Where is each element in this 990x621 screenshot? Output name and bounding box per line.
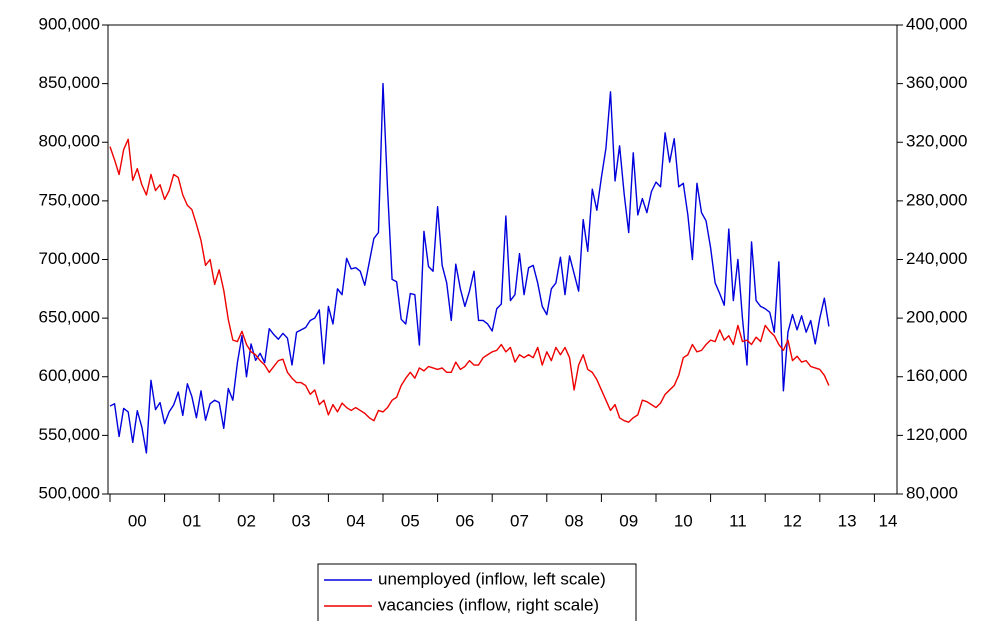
y-tick-label: 650,000 bbox=[39, 308, 100, 327]
x-tick-label: 14 bbox=[879, 511, 898, 530]
y2-tick-label: 120,000 bbox=[906, 425, 967, 444]
x-tick-label: 09 bbox=[619, 511, 638, 530]
y2-tick-label: 240,000 bbox=[906, 249, 967, 268]
y-tick-label: 850,000 bbox=[39, 73, 100, 92]
legend-label: unemployed (inflow, left scale) bbox=[378, 569, 606, 588]
x-tick-label: 01 bbox=[182, 511, 201, 530]
x-tick-label: 04 bbox=[346, 511, 365, 530]
x-tick-label: 07 bbox=[510, 511, 529, 530]
y-tick-label: 900,000 bbox=[39, 14, 100, 33]
legend-box bbox=[317, 563, 637, 621]
y2-tick-label: 200,000 bbox=[906, 308, 967, 327]
y2-tick-label: 400,000 bbox=[906, 14, 967, 33]
x-tick-label: 08 bbox=[565, 511, 584, 530]
y2-tick-label: 280,000 bbox=[906, 190, 967, 209]
y2-tick-label: 80,000 bbox=[906, 483, 958, 502]
series-line bbox=[109, 138, 830, 423]
y-tick-label: 750,000 bbox=[39, 190, 100, 209]
x-tick-label: 06 bbox=[455, 511, 474, 530]
y-tick-label: 500,000 bbox=[39, 483, 100, 502]
x-tick-label: 11 bbox=[729, 511, 747, 530]
x-tick-label: 13 bbox=[838, 511, 857, 530]
y-tick-label: 700,000 bbox=[39, 249, 100, 268]
legend-label: vacancies (inflow, right scale) bbox=[378, 595, 599, 614]
x-tick-label: 02 bbox=[237, 511, 256, 530]
y-tick-label: 800,000 bbox=[39, 132, 100, 151]
y2-tick-label: 320,000 bbox=[906, 132, 967, 151]
y2-tick-label: 360,000 bbox=[906, 73, 967, 92]
x-tick-label: 03 bbox=[292, 511, 311, 530]
plot-frame bbox=[107, 24, 898, 495]
x-tick-label: 00 bbox=[128, 511, 147, 530]
y2-tick-label: 160,000 bbox=[906, 366, 967, 385]
y-tick-label: 600,000 bbox=[39, 366, 100, 385]
y-tick-label: 550,000 bbox=[39, 425, 100, 444]
x-tick-label: 12 bbox=[783, 511, 802, 530]
x-tick-label: 10 bbox=[674, 511, 693, 530]
series-line bbox=[109, 82, 830, 454]
x-tick-label: 05 bbox=[401, 511, 420, 530]
